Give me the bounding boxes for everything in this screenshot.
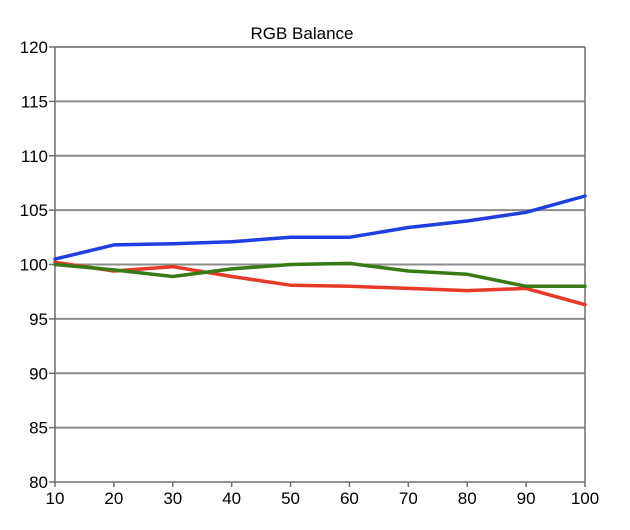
x-tick-label: 20 xyxy=(104,489,123,508)
red-series-line xyxy=(53,260,587,307)
y-tick-label: 120 xyxy=(20,38,48,57)
x-tick-label: 10 xyxy=(46,489,65,508)
x-tick-label: 30 xyxy=(163,489,182,508)
y-tick-label: 80 xyxy=(29,473,48,492)
x-tick-label: 80 xyxy=(458,489,477,508)
x-tick-labels: 10 20 30 40 50 60 70 80 90 100 xyxy=(46,489,600,508)
x-tick-label: 60 xyxy=(340,489,359,508)
y-tick-label: 110 xyxy=(21,147,48,166)
y-tick-label: 105 xyxy=(20,201,48,220)
chart-title: RGB Balance xyxy=(251,24,354,43)
green-series-line xyxy=(53,261,587,289)
x-tick-label: 100 xyxy=(571,489,599,508)
y-tick-label: 90 xyxy=(29,364,48,383)
y-tick-label: 95 xyxy=(29,310,48,329)
y-tick-label: 115 xyxy=(21,92,48,111)
x-tick-label: 40 xyxy=(222,489,241,508)
x-tick-label: 50 xyxy=(281,489,300,508)
x-tick-label: 70 xyxy=(399,489,418,508)
x-tick-label: 90 xyxy=(517,489,536,508)
axes xyxy=(49,46,586,487)
gridlines xyxy=(55,46,585,429)
y-tick-label: 100 xyxy=(20,256,48,275)
series-lines xyxy=(53,194,587,307)
blue-series-line xyxy=(53,194,587,261)
y-tick-labels: 80 85 90 95 100 105 110 115 120 xyxy=(20,38,48,492)
y-tick-label: 85 xyxy=(29,419,48,438)
